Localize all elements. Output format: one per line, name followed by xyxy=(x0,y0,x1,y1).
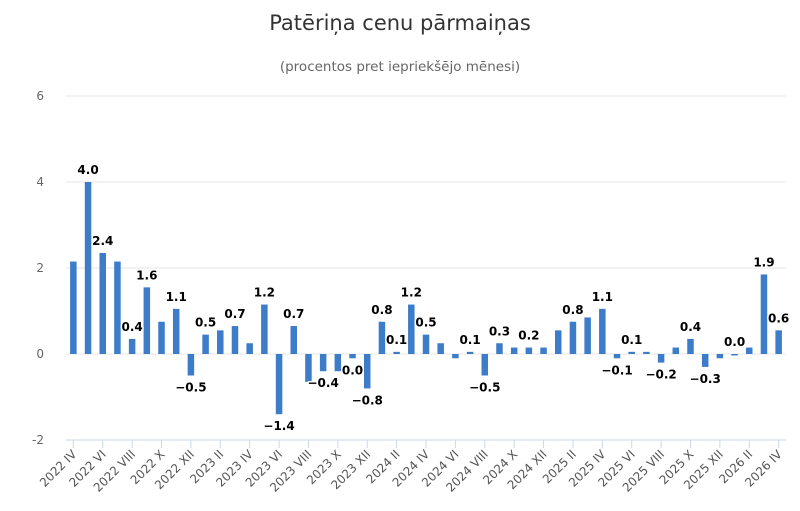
data-label: 0.4 xyxy=(121,320,142,334)
bar xyxy=(393,351,400,354)
data-label: 2.4 xyxy=(92,234,113,248)
bar xyxy=(657,354,665,363)
bar xyxy=(437,343,444,354)
chart-title: Patēriņa cenu pārmaiņas xyxy=(269,11,531,35)
bar xyxy=(525,347,533,354)
bar xyxy=(613,354,621,359)
data-label: 0.1 xyxy=(459,333,480,347)
data-label: −0.2 xyxy=(645,368,676,382)
data-label: 0.1 xyxy=(621,333,642,347)
data-label: −0.1 xyxy=(601,363,632,377)
y-tick-label: 0 xyxy=(36,347,44,361)
data-label: 1.9 xyxy=(753,255,774,269)
bar xyxy=(290,326,298,354)
bar xyxy=(569,321,577,354)
data-label: 0.6 xyxy=(768,311,789,325)
data-label: −1.4 xyxy=(263,419,294,433)
bar xyxy=(760,274,768,354)
data-label: −0.5 xyxy=(175,381,206,395)
bar xyxy=(731,354,738,356)
bar xyxy=(466,351,474,354)
bar xyxy=(452,354,459,359)
data-label: 0.7 xyxy=(224,307,245,321)
data-label: 0.8 xyxy=(371,303,392,317)
bar xyxy=(246,343,253,354)
bar xyxy=(643,351,650,354)
y-tick-label: 6 xyxy=(36,89,44,103)
bar xyxy=(701,354,709,367)
bar xyxy=(349,354,356,359)
bar xyxy=(481,354,489,376)
bar xyxy=(599,308,606,354)
bar xyxy=(408,304,415,354)
data-label: −0.5 xyxy=(469,381,500,395)
chart-subtitle: (procentos pret iepriekšējo mēnesi) xyxy=(280,59,520,75)
data-label: 0.0 xyxy=(342,363,363,377)
data-label: 1.1 xyxy=(592,290,613,304)
bar xyxy=(687,338,694,354)
bar xyxy=(540,347,547,354)
data-label: 4.0 xyxy=(77,163,98,177)
bar xyxy=(510,347,518,354)
bar xyxy=(319,354,327,372)
bar xyxy=(672,347,680,354)
bar xyxy=(261,304,268,354)
bar xyxy=(378,321,386,354)
bar xyxy=(716,354,724,359)
data-label: 0.8 xyxy=(562,303,583,317)
bar xyxy=(99,252,106,354)
bar xyxy=(584,317,591,354)
bar xyxy=(305,354,312,382)
y-axis-ticks: -2 0 2 4 6 xyxy=(32,89,44,447)
bar xyxy=(746,347,753,354)
y-tick-label: -2 xyxy=(32,433,44,447)
data-label: 0.7 xyxy=(283,307,304,321)
bar xyxy=(775,330,782,354)
bar xyxy=(187,354,195,376)
data-label: 1.2 xyxy=(254,286,275,300)
data-label: 0.2 xyxy=(518,329,539,343)
gridlines xyxy=(66,95,786,441)
bar xyxy=(231,326,239,354)
bar xyxy=(84,182,92,354)
data-label: 1.6 xyxy=(136,268,157,282)
data-label: 1.1 xyxy=(166,290,187,304)
bar xyxy=(217,330,224,354)
bar xyxy=(554,330,562,354)
bar xyxy=(143,287,151,354)
data-labels: 4.0 2.4 0.4 1.6 1.1 −0.5 0.5 0.7 1.2 −1.4 0.7 −0.4 0… xyxy=(76,162,791,435)
bar xyxy=(70,261,77,354)
bars xyxy=(70,182,782,415)
bar xyxy=(128,338,136,354)
bar xyxy=(172,308,180,354)
data-label: 0.3 xyxy=(489,324,510,338)
bar xyxy=(363,354,371,389)
y-tick-label: 4 xyxy=(36,175,44,189)
bar xyxy=(422,334,430,354)
bar xyxy=(202,334,209,354)
data-label: 0.1 xyxy=(386,333,407,347)
data-label: 0.5 xyxy=(195,316,216,330)
data-label: −0.4 xyxy=(307,376,338,390)
data-label: −0.8 xyxy=(352,393,383,407)
data-label: −0.3 xyxy=(690,372,721,386)
bar xyxy=(628,351,635,354)
y-tick-label: 2 xyxy=(36,261,44,275)
data-label: 0.5 xyxy=(415,316,436,330)
data-label: 1.2 xyxy=(401,286,422,300)
bar xyxy=(158,321,165,354)
bar xyxy=(496,343,503,354)
bar xyxy=(114,261,121,354)
bar xyxy=(275,354,283,415)
data-label: 0.0 xyxy=(724,335,745,349)
data-label: 0.4 xyxy=(680,320,701,334)
bar xyxy=(334,354,342,372)
